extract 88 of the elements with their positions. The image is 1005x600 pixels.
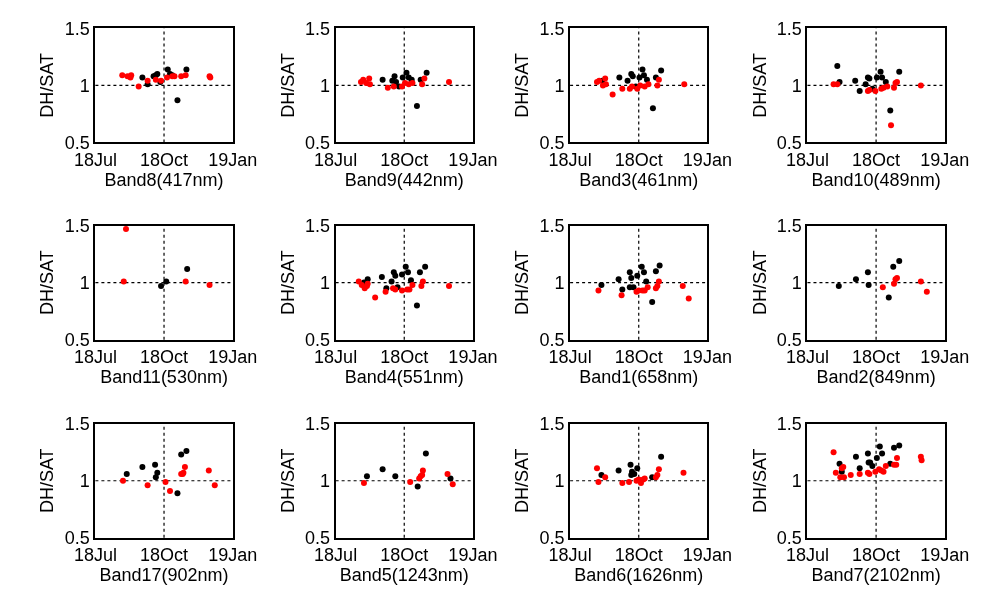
x-axis-title: Band4(551nm)	[344, 367, 464, 388]
x-axis-title: Band1(658nm)	[579, 367, 699, 388]
y-tick-label: 1.5	[539, 18, 565, 39]
y-tick-label: 1	[320, 272, 331, 293]
y-tick-label: 1	[791, 272, 802, 293]
x-tick-label: 18Oct	[852, 150, 901, 171]
x-axis-title: Band3(461nm)	[579, 170, 699, 191]
y-tick-label: 1	[320, 471, 331, 492]
y-tick-label: 0.5	[64, 329, 90, 350]
x-tick-label: 18Oct	[140, 150, 189, 171]
y-axis-title: DH/SAT	[512, 53, 533, 118]
y-tick-label: 1	[79, 471, 90, 492]
x-axis-title: Band10(489nm)	[811, 170, 941, 191]
y-tick-label: 1.5	[64, 18, 90, 39]
x-tick-label: 18Oct	[380, 347, 429, 368]
x-axis-title: Band2(849nm)	[816, 367, 936, 388]
y-tick-label: 1.5	[776, 18, 802, 39]
y-tick-label: 0.5	[64, 132, 90, 153]
x-tick-label: 18Oct	[140, 545, 189, 566]
y-tick-label: 1	[554, 471, 565, 492]
y-tick-label: 1.5	[539, 215, 565, 236]
x-tick-label: 18Oct	[852, 545, 901, 566]
x-tick-label: 19Jan	[682, 347, 732, 368]
x-tick-label: 19Jan	[208, 150, 258, 171]
y-tick-label: 0.5	[539, 329, 565, 350]
x-tick-label: 18Oct	[614, 150, 663, 171]
x-tick-label: 18Oct	[614, 545, 663, 566]
x-tick-label: 18Jul	[73, 347, 117, 368]
x-axis-title: Band5(1243nm)	[339, 565, 469, 586]
x-tick-label: 18Jul	[785, 150, 829, 171]
y-axis-title: DH/SAT	[749, 250, 770, 315]
x-tick-label: 18Oct	[852, 347, 901, 368]
y-axis-title: DH/SAT	[277, 250, 298, 315]
x-tick-label: 19Jan	[208, 545, 258, 566]
x-tick-label: 18Jul	[548, 150, 592, 171]
x-tick-label: 19Jan	[448, 150, 498, 171]
y-tick-label: 1	[79, 75, 90, 96]
y-tick-label: 1.5	[304, 414, 331, 435]
y-axis-title: DH/SAT	[37, 53, 58, 118]
y-tick-label: 1	[79, 272, 90, 293]
x-axis-title: Band7(2102nm)	[811, 565, 941, 586]
x-tick-label: 18Jul	[73, 150, 117, 171]
x-tick-label: 18Jul	[314, 150, 358, 171]
x-tick-label: 19Jan	[682, 545, 732, 566]
y-tick-label: 0.5	[776, 329, 802, 350]
x-axis-title: Band11(530nm)	[100, 367, 228, 388]
y-axis-title: DH/SAT	[512, 250, 533, 315]
x-tick-label: 18Jul	[548, 347, 592, 368]
y-tick-label: 1.5	[64, 215, 90, 236]
x-tick-label: 18Jul	[314, 347, 358, 368]
x-axis-title: Band6(1626nm)	[574, 565, 704, 586]
x-tick-label: 18Jul	[785, 347, 829, 368]
x-tick-label: 19Jan	[920, 150, 970, 171]
y-tick-label: 1	[791, 471, 802, 492]
x-tick-label: 18Oct	[380, 545, 429, 566]
x-axis-title: Band17(902nm)	[99, 565, 229, 586]
y-axis-title: DH/SAT	[277, 448, 298, 514]
x-tick-label: 19Jan	[920, 545, 970, 566]
y-tick-label: 1.5	[64, 414, 90, 435]
y-axis-title: DH/SAT	[749, 448, 770, 514]
y-axis-title: DH/SAT	[37, 448, 58, 514]
y-tick-label: 0.5	[304, 132, 331, 153]
y-axis-title: DH/SAT	[37, 250, 58, 315]
y-tick-label: 1	[554, 272, 565, 293]
y-tick-label: 1.5	[539, 414, 565, 435]
y-tick-label: 1	[554, 75, 565, 96]
x-tick-label: 18Oct	[140, 347, 189, 368]
y-axis-title: DH/SAT	[277, 53, 298, 118]
x-axis-title: Band9(442nm)	[344, 170, 464, 191]
y-axis-title: DH/SAT	[749, 53, 770, 118]
y-tick-label: 1.5	[304, 18, 331, 39]
x-tick-label: 19Jan	[208, 347, 258, 368]
y-tick-label: 1	[791, 75, 802, 96]
y-tick-label: 1.5	[776, 215, 802, 236]
y-tick-label: 1.5	[304, 215, 331, 236]
y-tick-label: 1.5	[776, 414, 802, 435]
y-tick-label: 1	[320, 75, 331, 96]
x-tick-label: 19Jan	[448, 545, 498, 566]
y-tick-label: 0.5	[304, 329, 331, 350]
x-tick-label: 19Jan	[682, 150, 732, 171]
y-tick-label: 0.5	[776, 132, 802, 153]
y-axis-title: DH/SAT	[512, 448, 533, 514]
x-tick-label: 19Jan	[448, 347, 498, 368]
x-axis-title: Band8(417nm)	[104, 170, 224, 191]
x-tick-label: 18Oct	[614, 347, 663, 368]
x-tick-label: 19Jan	[920, 347, 970, 368]
x-tick-label: 18Oct	[380, 150, 429, 171]
y-tick-label: 0.5	[539, 132, 565, 153]
